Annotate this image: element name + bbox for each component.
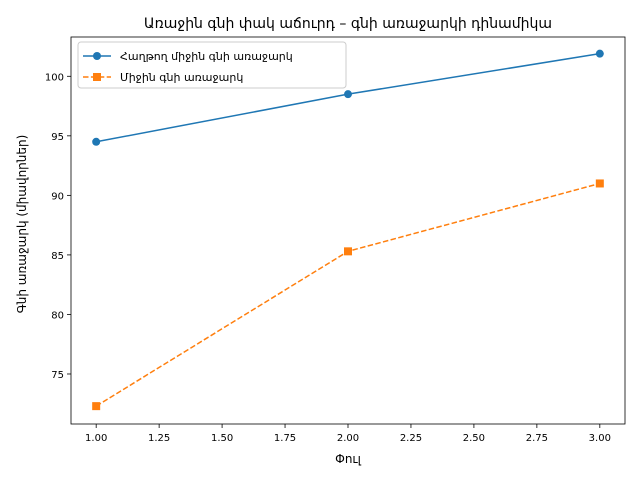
legend-marker — [93, 73, 101, 81]
data-point — [92, 402, 101, 411]
legend-item: Հաղթող միջին գնի առաջարկ — [83, 50, 293, 63]
y-axis-label: Գնի առաջարկ (միավորներ) — [15, 135, 29, 314]
legend: Հաղթող միջին գնի առաջարկ Միջին գնի առաջար… — [77, 41, 347, 89]
x-tick-label: 2.25 — [400, 433, 422, 444]
series-layer — [92, 49, 604, 411]
data-point — [344, 247, 352, 256]
series-2 — [92, 179, 604, 411]
x-tick-label: 1.00 — [85, 433, 107, 444]
x-axis: 1.00 1.25 1.50 1.75 2.00 2.25 2.50 2.75 3.00 — [85, 424, 611, 444]
y-tick-label: 80 — [51, 310, 64, 321]
data-point — [595, 49, 604, 58]
x-tick-label: 1.25 — [148, 433, 170, 444]
x-tick-label: 2.75 — [526, 433, 548, 444]
y-tick-label: 90 — [51, 191, 64, 202]
x-tick-label: 3.00 — [589, 433, 611, 444]
x-tick-label: 1.75 — [274, 433, 296, 444]
y-tick-label: 85 — [51, 251, 64, 262]
plot-area — [70, 36, 626, 425]
data-point — [595, 179, 604, 188]
y-tick-label: 75 — [51, 370, 64, 381]
series-1 — [92, 49, 604, 146]
y-tick-label: 95 — [51, 132, 64, 143]
legend-label: Միջին գնի առաջարկ — [120, 71, 243, 84]
legend-marker — [93, 52, 101, 60]
y-tick-label: 100 — [45, 72, 64, 83]
x-tick-label: 2.00 — [337, 433, 359, 444]
plot-frame — [70, 36, 626, 425]
legend-item: Միջին գնի առաջարկ — [83, 71, 243, 84]
y-axis: 75 80 85 90 95 100 — [45, 72, 71, 381]
legend-frame — [77, 41, 347, 89]
x-axis-label: Փուլ — [335, 452, 362, 466]
chart-title: Առաջին գնի փակ աճուրդ – գնի առաջարկի դին… — [144, 16, 552, 32]
data-point — [92, 137, 101, 146]
data-point — [344, 90, 352, 99]
legend-label: Հաղթող միջին գնի առաջարկ — [120, 50, 293, 63]
x-tick-label: 1.50 — [211, 433, 233, 444]
x-tick-label: 2.50 — [463, 433, 485, 444]
